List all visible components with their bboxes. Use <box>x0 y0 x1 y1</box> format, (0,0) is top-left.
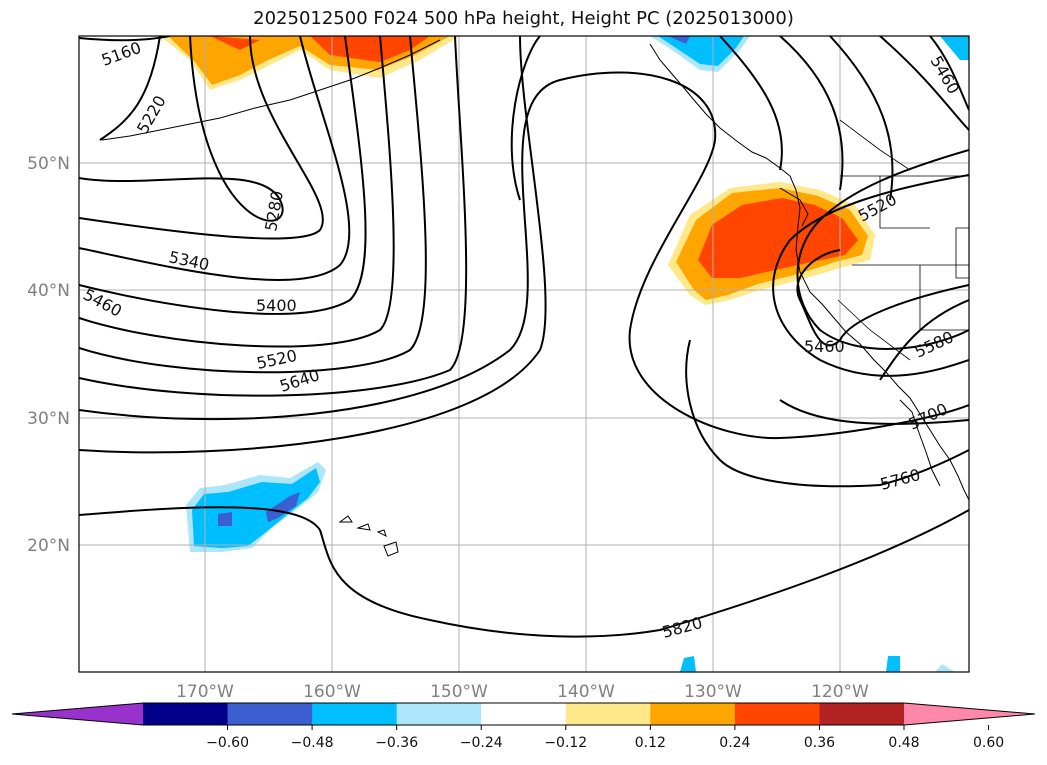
lat-label: 20°N <box>27 536 70 556</box>
negative-anomaly-panhandle <box>650 36 969 672</box>
contour-label: 5460 <box>804 337 845 356</box>
colorbar-tick-label: −0.36 <box>375 735 418 751</box>
colorbar-tick-label: −0.60 <box>206 735 249 751</box>
latitude-labels: 50°N 40°N 30°N 20°N <box>27 154 70 556</box>
map-title: 2025012500 F024 500 hPa height, Height P… <box>253 8 794 29</box>
colorbar-outline <box>11 702 1036 726</box>
positive-anomaly-alaska <box>160 36 460 90</box>
lon-label: 140°W <box>557 682 615 702</box>
colorbar-tick-label: −0.48 <box>291 735 334 751</box>
height-contours <box>79 36 969 638</box>
colorbar-tick-label: 0.36 <box>804 735 835 751</box>
colorbar-swatch <box>143 703 229 725</box>
lon-label: 170°W <box>176 682 234 702</box>
contour-label: 5400 <box>256 296 297 315</box>
colorbar-swatch <box>819 703 905 725</box>
colorbar-tick-label: −0.24 <box>460 735 503 751</box>
colorbar-swatch <box>481 703 567 725</box>
colorbar-tick-label: 0.60 <box>973 735 1004 751</box>
lat-label: 50°N <box>27 154 70 174</box>
lat-label: 40°N <box>27 281 70 301</box>
colorbar-tick-label: 0.12 <box>635 735 666 751</box>
map-background <box>79 36 969 672</box>
lon-label: 130°W <box>684 682 742 702</box>
colorbar-swatch <box>396 703 482 725</box>
colorbar-tick-label: −0.12 <box>544 735 587 751</box>
map-frame <box>78 35 970 673</box>
colorbar-swatch <box>650 703 736 725</box>
lon-label: 160°W <box>303 682 361 702</box>
colorbar-swatch <box>312 703 398 725</box>
coastlines <box>101 39 969 557</box>
colorbar: −0.60 −0.48 −0.36 −0.24 −0.12 0.12 0.24 0.36 0.4… <box>11 702 1036 751</box>
colorbar-tick-label: 0.24 <box>719 735 750 751</box>
colorbar-extend-low <box>12 703 143 725</box>
lon-label: 150°W <box>430 682 488 702</box>
colorbar-swatch <box>227 703 313 725</box>
colorbar-swatch <box>565 703 651 725</box>
lat-label: 30°N <box>27 409 70 429</box>
lon-label: 120°W <box>811 682 869 702</box>
longitude-labels: 170°W 160°W 150°W 140°W 130°W 120°W <box>176 682 869 702</box>
colorbar-swatch <box>734 703 820 725</box>
colorbar-tick-label: 0.48 <box>888 735 919 751</box>
colorbar-extend-high <box>904 703 1035 725</box>
